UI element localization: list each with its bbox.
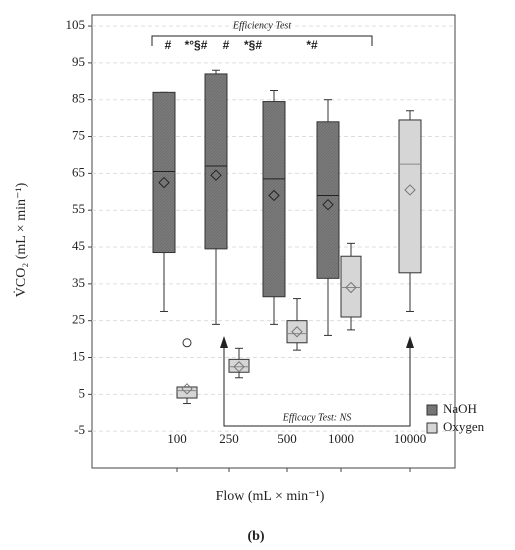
significance-mark: #: [165, 38, 172, 52]
y-tick-label: 15: [72, 348, 85, 363]
y-tick-label: 105: [66, 17, 86, 32]
box: [176, 386, 198, 399]
y-tick-label: 45: [72, 238, 85, 253]
y-tick-label: 5: [79, 385, 86, 400]
significance-mark: *§#: [244, 38, 262, 52]
x-tick-label: 1000: [328, 431, 354, 446]
box: [204, 73, 228, 250]
mean-marker: [404, 184, 416, 196]
mean-marker: [268, 189, 280, 202]
mean-marker: [233, 361, 245, 373]
annotation-title: Efficiency Test: [232, 20, 291, 31]
mean-marker: [345, 281, 357, 294]
box: [286, 320, 308, 344]
outlier: [182, 338, 192, 348]
x-tick-label: 500: [277, 431, 297, 446]
y-tick-label: 35: [72, 275, 85, 290]
x-axis-label: Flow (mL × min⁻¹): [216, 489, 325, 504]
y-tick-label: 95: [72, 54, 85, 69]
box: [152, 91, 176, 254]
y-tick-label: 85: [72, 91, 85, 106]
y-tick-label: 55: [72, 201, 85, 216]
legend-label: Oxygen: [443, 419, 485, 434]
legend-swatch: [426, 422, 438, 434]
x-tick-label: 10000: [394, 431, 427, 446]
y-tick-label: 65: [72, 164, 85, 179]
y-tick-label: 75: [72, 128, 85, 143]
y-tick-label: 25: [72, 312, 85, 327]
x-tick-label: 100: [167, 431, 187, 446]
box: [262, 101, 286, 298]
bracket: [223, 340, 411, 427]
y-tick-label: -5: [74, 422, 85, 437]
box: [398, 119, 422, 274]
significance-mark: *°§#: [185, 38, 208, 52]
legend-swatch: [426, 404, 438, 416]
mean-marker: [181, 383, 193, 395]
x-tick-label: 250: [219, 431, 239, 446]
caption: (b): [247, 529, 264, 544]
box: [340, 255, 362, 318]
legend-label: NaOH: [443, 401, 477, 416]
mean-marker: [158, 176, 170, 189]
annotation-title: Efficacy Test: NS: [282, 412, 352, 423]
significance-mark: #: [223, 38, 230, 52]
significance-mark: *#: [306, 38, 318, 52]
mean-marker: [291, 326, 303, 338]
mean-marker: [322, 198, 334, 211]
y-axis-label: V̇CO₂ (mL × min⁻¹): [13, 182, 30, 297]
mean-marker: [210, 169, 222, 181]
bracket: [151, 35, 373, 46]
